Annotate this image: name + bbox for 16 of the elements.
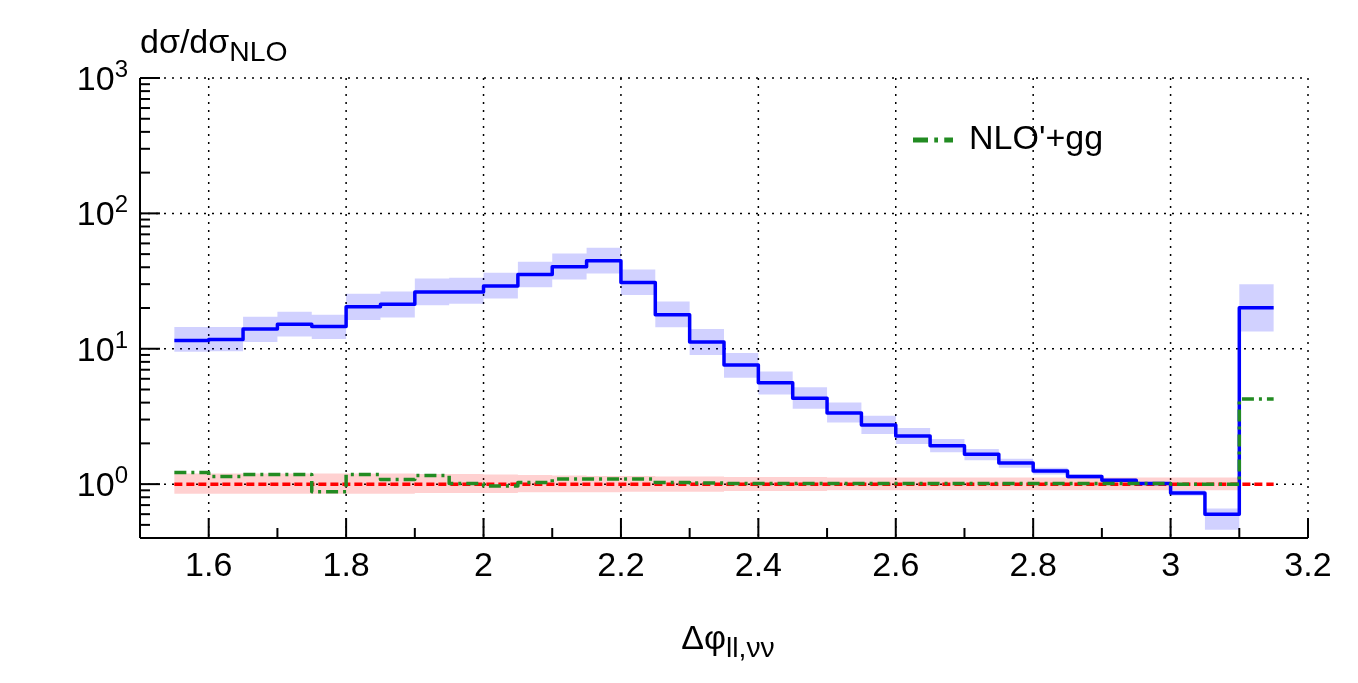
x-tick-label: 2	[474, 545, 493, 583]
x-axis-title: Δφ$_{ll,νν}$	[680, 618, 776, 664]
y-tick-label: 10$^{3}$	[76, 54, 128, 97]
y-axis-title: dσ/dσ$_{NLO}$	[140, 22, 288, 68]
x-tick-label: 3.2	[1284, 545, 1332, 583]
x-tick-label: 2.8	[1009, 545, 1057, 583]
y-tick-label: 10$^{1}$	[76, 325, 128, 368]
x-tick-label: 2.2	[597, 545, 645, 583]
x-tick-label: 1.6	[185, 545, 233, 583]
x-tick-label: 2.6	[872, 545, 920, 583]
x-tick-label: 3	[1161, 545, 1181, 583]
legend-label: NLO'+gg	[969, 118, 1104, 156]
x-tick-label: 1.8	[322, 545, 370, 583]
y-tick-label: 10$^{2}$	[76, 189, 128, 233]
x-tick-label: 2.4	[734, 545, 782, 583]
y-tick-label: 10$^{0}$	[76, 460, 128, 504]
